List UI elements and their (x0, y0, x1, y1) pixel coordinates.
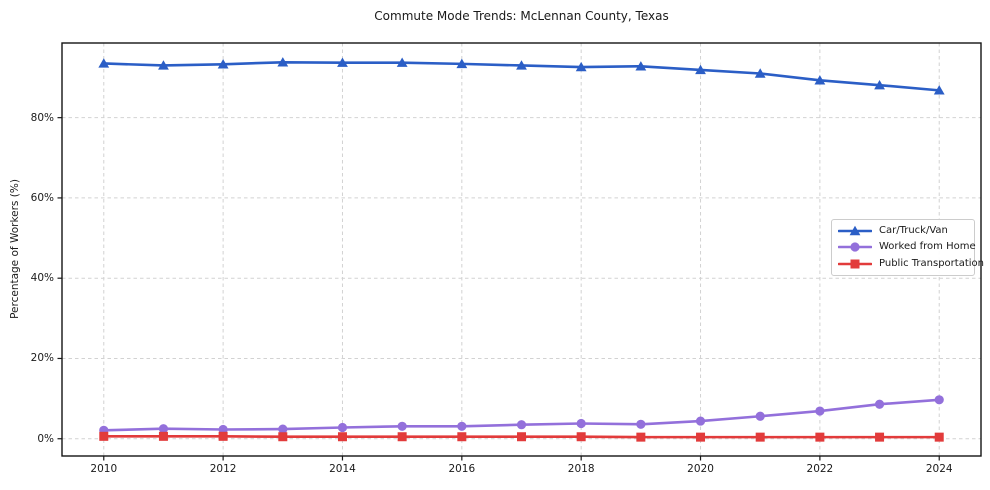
legend-label: Worked from Home (879, 241, 976, 253)
x-tick-label: 2012 (209, 463, 237, 475)
x-tick-label: 2010 (90, 463, 118, 475)
x-tick-label: 2014 (329, 463, 356, 475)
x-tick-label: 2020 (687, 463, 714, 475)
y-tick-label: 0% (37, 432, 54, 445)
public-transportation-line-icon (838, 259, 872, 269)
x-tick-label: 2016 (448, 463, 476, 475)
legend-label: Public Transportation (879, 257, 984, 269)
legend-label: Car/Truck/Van (879, 225, 948, 237)
y-tick-label: 40% (30, 272, 54, 285)
y-tick-label: 60% (30, 191, 54, 204)
y-tick-label: 80% (30, 111, 54, 124)
chart-title: Commute Mode Trends: McLennan County, Te… (374, 9, 669, 23)
car-truck-van-line-icon (838, 225, 872, 236)
x-tick-label: 2018 (567, 463, 595, 475)
legend-item-worked-from-home: Worked from Home (838, 241, 976, 253)
x-tick-label: 2024 (925, 463, 953, 475)
legend-item-public-transportation: Public Transportation (838, 258, 984, 270)
legend-item-car-truck-van: Car/Truck/Van (838, 225, 968, 237)
worked-from-home-line-icon (838, 242, 872, 253)
y-tick-label: 20% (30, 352, 54, 365)
legend: Car/Truck/Van Worked from Home Public Tr… (831, 219, 984, 276)
x-tick-label: 2022 (806, 463, 834, 475)
